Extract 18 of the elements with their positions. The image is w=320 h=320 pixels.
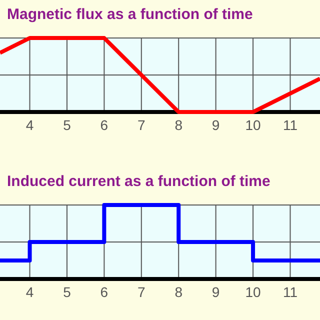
x-tick-label: 6 (100, 284, 108, 300)
x-tick-label: 11 (282, 116, 298, 133)
chart-title: Magnetic flux as a function of time (7, 6, 253, 23)
chart-title: Induced current as a function of time (7, 173, 270, 190)
x-tick-label: 4 (26, 284, 34, 300)
x-tick-label: 7 (137, 284, 146, 300)
x-tick-label: 4 (26, 116, 34, 133)
x-tick-label: 9 (212, 284, 220, 300)
x-tick-label: 7 (137, 116, 146, 133)
x-tick-label: 6 (100, 116, 108, 133)
x-tick-label: 9 (212, 116, 220, 133)
x-tick-label: 8 (174, 116, 183, 133)
x-tick-label: 11 (282, 284, 298, 300)
x-tick-label: 10 (245, 284, 262, 300)
x-tick-label: 10 (245, 116, 262, 133)
x-tick-label: 5 (63, 284, 72, 300)
x-tick-label: 8 (174, 284, 183, 300)
x-tick-label: 5 (63, 116, 72, 133)
